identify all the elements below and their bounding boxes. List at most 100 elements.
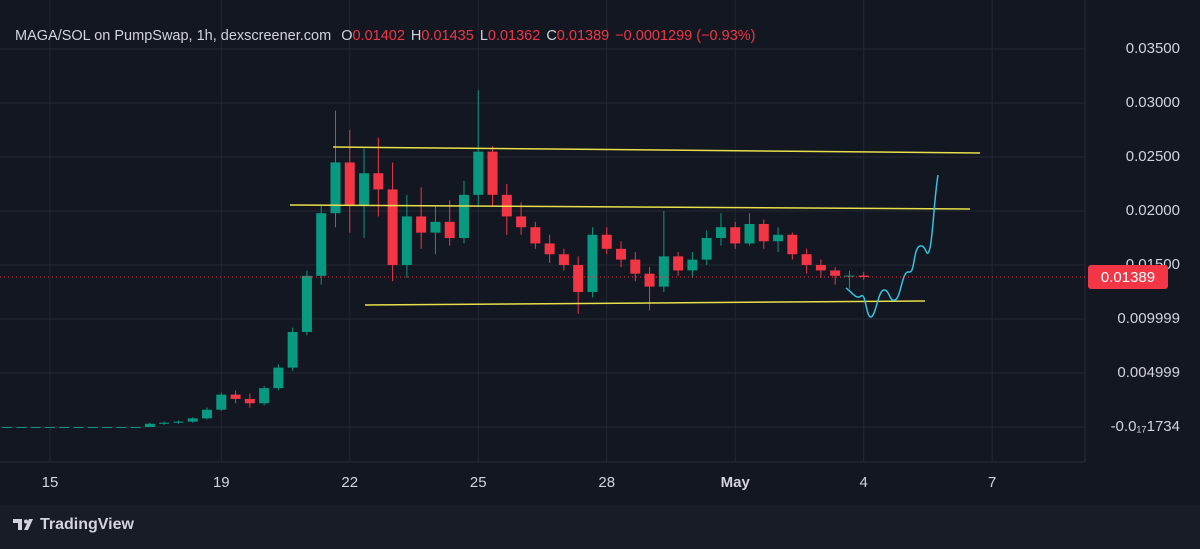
- ohlc-value: 0.01435: [421, 28, 473, 44]
- x-tick-label: 28: [598, 474, 615, 491]
- candle-body: [658, 256, 669, 287]
- candle-body: [287, 331, 298, 368]
- ohlc-value: 0.01389: [557, 28, 609, 44]
- last-price-box: [1088, 265, 1168, 290]
- candle-body: [616, 248, 627, 260]
- projection-path: [845, 174, 939, 318]
- candle-body: [815, 265, 826, 271]
- candle-body: [730, 227, 741, 244]
- candle-body: [344, 162, 355, 206]
- x-tick-label: 25: [470, 474, 487, 491]
- ohlc-value: 0.01362: [488, 28, 540, 44]
- candle-body: [330, 162, 341, 214]
- candle-body: [558, 254, 569, 266]
- candle-body: [73, 427, 84, 429]
- brand-logo: TradingView: [13, 516, 135, 533]
- trend-line: [332, 146, 981, 154]
- ohlc-key: L: [480, 28, 488, 44]
- brand: TradingView: [40, 516, 135, 533]
- candle-body: [373, 173, 384, 190]
- candle-body: [416, 216, 427, 233]
- x-tick-label: 15: [42, 474, 59, 491]
- candle-body: [116, 427, 127, 429]
- y-tick-label: 0.02000: [1126, 202, 1180, 219]
- candle-body: [544, 243, 555, 255]
- candle-body: [230, 394, 241, 399]
- candle-body: [202, 409, 213, 419]
- candle-body: [573, 265, 584, 293]
- candle-body: [801, 254, 812, 266]
- symbol-title: MAGA/SOL on PumpSwap, 1h, dexscreener.co…: [15, 28, 331, 44]
- y-tick-label: 0.02500: [1126, 148, 1180, 165]
- candle-body: [30, 427, 41, 429]
- candle-body: [458, 194, 469, 239]
- candle-body: [430, 221, 441, 233]
- candle-body: [744, 223, 755, 244]
- candle-body: [844, 275, 855, 277]
- footer-band: [0, 505, 1200, 549]
- candle-body: [316, 213, 327, 276]
- candle-body: [273, 367, 284, 389]
- candle-body: [787, 234, 798, 255]
- candle-body: [102, 427, 113, 429]
- candle-body: [16, 427, 27, 429]
- candle-body: [130, 427, 141, 429]
- candle-body: [301, 275, 312, 332]
- y-tick-label: 0.03000: [1126, 94, 1180, 111]
- candle-body: [858, 275, 869, 278]
- candle-body: [187, 418, 198, 422]
- logo-icon: [24, 519, 28, 524]
- change: −0.0001299 (−0.93%): [615, 28, 755, 44]
- candle-body: [601, 234, 612, 249]
- y-tick-label: 0.03500: [1126, 40, 1180, 57]
- candle-body: [144, 423, 155, 428]
- candle-body: [587, 234, 598, 293]
- trend-line: [289, 204, 971, 210]
- drawings: [289, 146, 981, 318]
- x-tick-label: 19: [213, 474, 230, 491]
- ohlc-key: O: [341, 28, 352, 44]
- candle-body: [159, 422, 170, 424]
- candle-body: [2, 427, 13, 429]
- candle-body: [173, 421, 184, 423]
- candle-body: [359, 173, 370, 206]
- candle-body: [715, 227, 726, 239]
- candle-body: [516, 216, 527, 228]
- y-tick-label: 0.004999: [1117, 364, 1180, 381]
- candle-body: [444, 221, 455, 239]
- x-tick-label: 22: [341, 474, 358, 491]
- candle-body: [259, 388, 270, 404]
- candle-body: [773, 234, 784, 242]
- x-tick-label: May: [721, 474, 751, 491]
- candle-body: [687, 259, 698, 271]
- last-price-label: 0.01389: [1101, 269, 1155, 286]
- candle-body: [673, 256, 684, 271]
- candle-body: [59, 427, 70, 429]
- candle-body: [473, 151, 484, 195]
- axes: 0.035000.030000.025000.020000.015000.009…: [0, 40, 1180, 491]
- ohlc-key: C: [546, 28, 556, 44]
- x-tick-label: 4: [860, 474, 868, 491]
- logo-icon: [13, 519, 33, 530]
- candle-body: [758, 223, 769, 242]
- y-tick-label: 0.009999: [1117, 310, 1180, 327]
- candle-body: [244, 398, 255, 404]
- candle-body: [701, 238, 712, 260]
- legend: MAGA/SOL on PumpSwap, 1h, dexscreener.co…: [15, 28, 756, 44]
- candle-body: [830, 270, 841, 276]
- candle-body: [44, 427, 55, 429]
- candle-body: [216, 394, 227, 410]
- candle-body: [630, 259, 641, 274]
- y-tick-label: -0.0₁₇1734: [1111, 418, 1180, 435]
- ohlc-key: H: [411, 28, 421, 44]
- candle-body: [401, 216, 412, 266]
- x-tick-label: 7: [988, 474, 996, 491]
- candle-body: [487, 151, 498, 195]
- candle-body: [87, 427, 98, 429]
- trend-line: [364, 300, 926, 306]
- candle-body: [387, 189, 398, 266]
- candle-body: [644, 273, 655, 287]
